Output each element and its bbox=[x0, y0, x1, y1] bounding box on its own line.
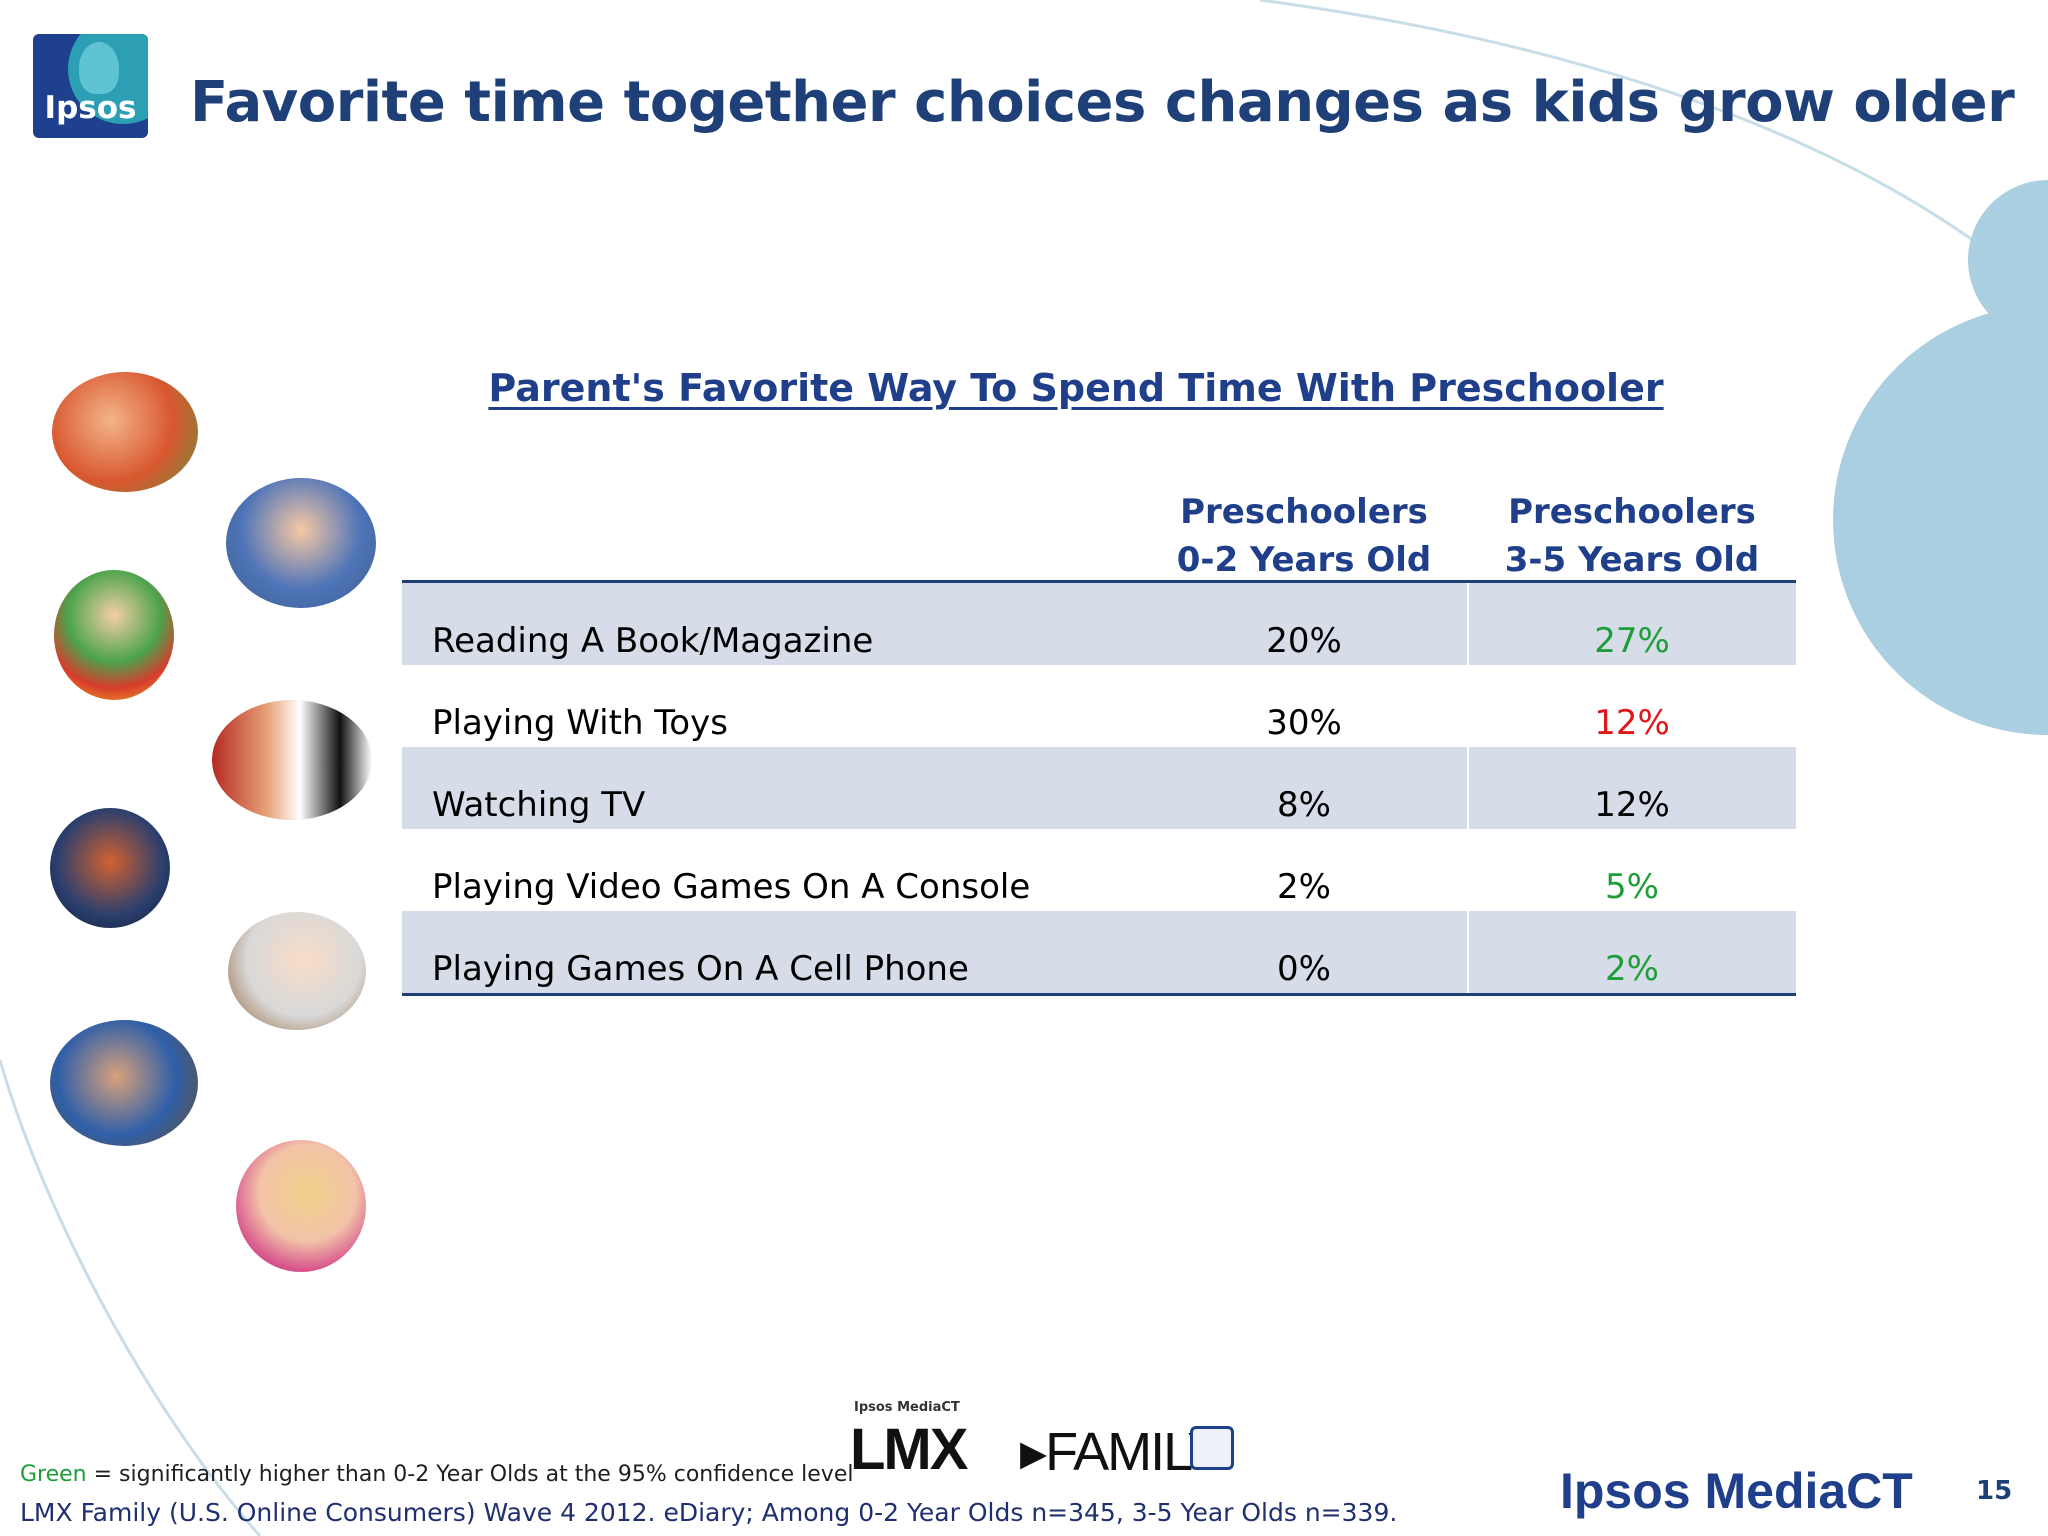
row-label: Watching TV bbox=[432, 785, 646, 825]
value-3-5: 12% bbox=[1594, 785, 1670, 825]
row-label: Playing Video Games On A Console bbox=[432, 867, 1031, 907]
value-0-2: 8% bbox=[1277, 785, 1331, 825]
lmx-family-text: ▸FAMILY bbox=[1020, 1422, 1223, 1482]
column-header-line2: 3-5 Years Old bbox=[1504, 540, 1760, 580]
value-3-5: 2% bbox=[1605, 949, 1659, 989]
value-3-5: 5% bbox=[1605, 867, 1659, 907]
page-title: Favorite time together choices changes a… bbox=[190, 70, 2015, 135]
row-label: Playing Games On A Cell Phone bbox=[432, 949, 969, 989]
photo-child-laptop bbox=[228, 912, 366, 1030]
ipsos-logo: Ipsos bbox=[33, 34, 148, 138]
source-footnote: LMX Family (U.S. Online Consumers) Wave … bbox=[20, 1498, 1398, 1527]
photo-boys-gaming bbox=[50, 1020, 198, 1146]
photo-brave-dvd bbox=[50, 808, 170, 928]
column-header-3-5: Preschoolers 3-5 Years Old bbox=[1482, 488, 1782, 584]
column-header-0-2: Preschoolers 0-2 Years Old bbox=[1154, 488, 1454, 584]
photo-child-blocks bbox=[54, 570, 174, 700]
value-0-2: 20% bbox=[1266, 621, 1342, 661]
green-explanation: = significantly higher than 0-2 Year Old… bbox=[86, 1462, 854, 1487]
column-header-line2: 0-2 Years Old bbox=[1176, 540, 1432, 580]
green-label: Green bbox=[20, 1462, 87, 1487]
data-table: Reading A Book/Magazine 20% 27% Playing … bbox=[402, 580, 1796, 996]
table-row: Playing Games On A Cell Phone 0% 2% bbox=[402, 911, 1796, 993]
decor-circle-small bbox=[1968, 180, 2048, 340]
column-header-line1: Preschoolers bbox=[1180, 492, 1428, 532]
lmx-small-text: Ipsos MediaCT bbox=[854, 1400, 960, 1415]
lmx-main-text: LMX bbox=[850, 1417, 968, 1482]
table-row: Playing With Toys 30% 12% bbox=[402, 665, 1796, 747]
photo-child-tv bbox=[212, 700, 372, 820]
photo-kids-reading bbox=[52, 372, 198, 492]
decor-circle-large bbox=[1833, 305, 2048, 735]
photo-kids-cheering bbox=[226, 478, 376, 608]
photo-girl-phone bbox=[236, 1140, 366, 1272]
table-row: Watching TV 8% 12% bbox=[402, 747, 1796, 829]
row-label: Playing With Toys bbox=[432, 703, 728, 743]
value-3-5: 12% bbox=[1594, 703, 1670, 743]
value-0-2: 2% bbox=[1277, 867, 1331, 907]
value-0-2: 30% bbox=[1266, 703, 1342, 743]
family-icon bbox=[1190, 1426, 1234, 1470]
brand-logo-text: Ipsos MediaCT bbox=[1560, 1463, 1913, 1519]
logo-head-icon bbox=[79, 42, 119, 94]
lmx-family-logo: Ipsos MediaCT LMX ▸FAMILY bbox=[850, 1400, 1240, 1482]
row-label: Reading A Book/Magazine bbox=[432, 621, 874, 661]
logo-text: Ipsos bbox=[44, 90, 137, 126]
value-3-5: 27% bbox=[1594, 621, 1670, 661]
page-number: 15 bbox=[1976, 1476, 2013, 1506]
table-title: Parent's Favorite Way To Spend Time With… bbox=[488, 366, 1664, 410]
value-0-2: 0% bbox=[1277, 949, 1331, 989]
table-row: Playing Video Games On A Console 2% 5% bbox=[402, 829, 1796, 911]
table-row: Reading A Book/Magazine 20% 27% bbox=[402, 583, 1796, 665]
column-header-line1: Preschoolers bbox=[1508, 492, 1756, 532]
significance-footnote: Green = significantly higher than 0-2 Ye… bbox=[20, 1462, 853, 1487]
